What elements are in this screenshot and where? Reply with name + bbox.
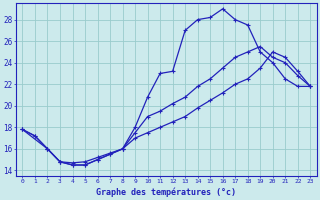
X-axis label: Graphe des températures (°c): Graphe des températures (°c)	[96, 187, 236, 197]
